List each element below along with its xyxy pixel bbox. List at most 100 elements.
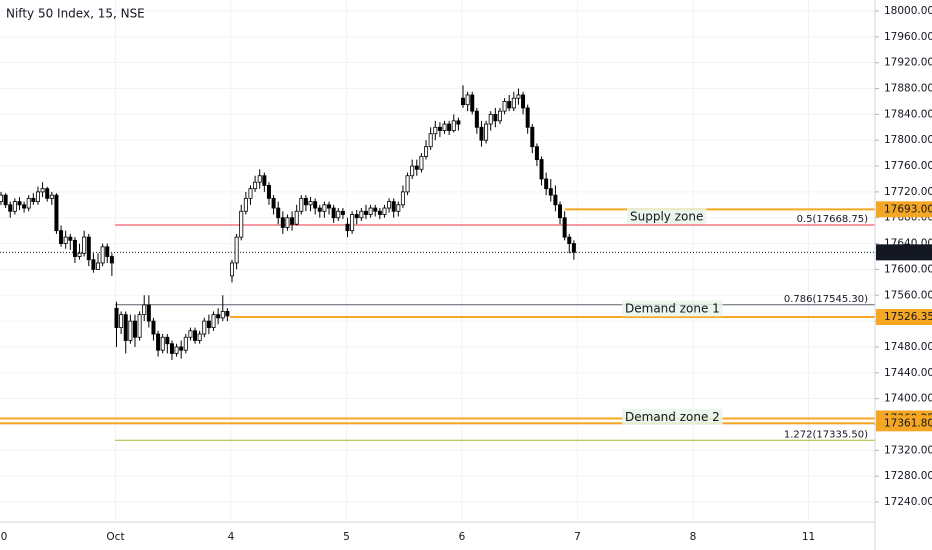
fib-label: 1.272(17335.50) xyxy=(784,429,868,440)
y-tick-label: 17840.00 xyxy=(884,108,932,120)
candle-body xyxy=(248,188,253,199)
candle-body xyxy=(451,120,456,131)
candle-body xyxy=(114,307,119,328)
candle-body xyxy=(363,210,368,215)
y-tick-label: 17600.00 xyxy=(884,263,932,275)
candle-body xyxy=(142,304,147,316)
y-tick-label: 17720.00 xyxy=(884,186,932,198)
candle-body xyxy=(428,133,433,148)
candle-body xyxy=(548,188,553,196)
candle-body xyxy=(488,113,493,125)
candle-body xyxy=(229,262,234,277)
candle-body xyxy=(105,246,110,257)
candle-body xyxy=(257,175,262,183)
candle-body xyxy=(262,175,267,186)
candle-body xyxy=(160,336,165,351)
candle-body xyxy=(327,204,332,209)
candle-body xyxy=(340,210,345,215)
candle-body xyxy=(82,236,87,254)
zone-label: Demand zone 1 xyxy=(625,301,720,315)
candle-body xyxy=(35,191,40,202)
y-tick-label: 18000.00 xyxy=(884,5,932,17)
candle-body xyxy=(183,336,188,351)
candle-body xyxy=(350,214,355,232)
candle-body xyxy=(266,185,271,199)
y-tick-label: 17760.00 xyxy=(884,160,932,172)
x-tick-label: 5 xyxy=(343,531,350,543)
candle-body xyxy=(165,336,170,345)
x-tick-label: 7 xyxy=(574,531,581,543)
candle-body xyxy=(137,314,142,338)
candle-body xyxy=(382,207,387,215)
candle-body xyxy=(322,204,327,212)
candle-body xyxy=(179,346,184,351)
price-badge-label: 17526.35 xyxy=(884,311,932,323)
candle-body xyxy=(456,120,461,125)
candle-body xyxy=(54,194,59,232)
candle-body xyxy=(419,155,424,170)
candle-body xyxy=(507,101,512,109)
candle-body xyxy=(59,230,64,244)
candle-body xyxy=(465,94,470,106)
candle-body xyxy=(414,165,419,170)
chart-title: Nifty 50 Index, 15, NSE xyxy=(6,7,145,21)
candle-body xyxy=(525,107,530,128)
candle-body xyxy=(26,197,31,209)
candle-body xyxy=(22,204,27,209)
candle-body xyxy=(8,204,13,212)
candle-body xyxy=(285,217,290,228)
candle-body xyxy=(299,197,304,212)
candle-body xyxy=(396,204,401,212)
candle-body xyxy=(368,207,373,215)
candle-body xyxy=(109,256,114,264)
candle-body xyxy=(156,333,161,351)
y-tick-label: 17440.00 xyxy=(884,367,932,379)
candle-body xyxy=(303,197,308,206)
candle-body xyxy=(146,304,151,322)
price-badge-label: 17693.00 xyxy=(884,203,932,215)
candle-body xyxy=(132,320,137,338)
candle-body xyxy=(225,311,230,317)
candle-body xyxy=(502,101,507,112)
candle-body xyxy=(511,97,516,109)
candle-body xyxy=(202,320,207,335)
candle-body xyxy=(539,159,544,180)
candle-body xyxy=(437,126,442,131)
price-badge xyxy=(876,415,932,432)
candle-body xyxy=(174,346,179,354)
price-badge xyxy=(876,309,932,326)
candle-body xyxy=(400,191,405,206)
candle-body xyxy=(544,178,549,190)
candle-body xyxy=(86,236,91,261)
candle-body xyxy=(571,243,576,253)
candle-body xyxy=(243,197,248,212)
candle-body xyxy=(123,314,128,341)
candle-body xyxy=(40,188,45,193)
candle-body xyxy=(424,146,429,157)
candle-body xyxy=(239,210,244,238)
candle-body xyxy=(562,217,567,238)
candle-body xyxy=(317,207,322,212)
candle-body xyxy=(68,236,73,241)
y-tick-label: 17320.00 xyxy=(884,444,932,456)
candle-body xyxy=(31,197,36,202)
candle-body xyxy=(377,210,382,215)
candle-body xyxy=(354,214,359,219)
y-tick-label: 17880.00 xyxy=(884,83,932,95)
candle-body xyxy=(91,259,96,270)
candle-body xyxy=(206,320,211,328)
candle-body xyxy=(359,210,364,219)
candle-body xyxy=(387,201,392,209)
fib-label: 0.5(17668.75) xyxy=(797,214,869,225)
candle-body xyxy=(3,194,8,206)
candle-body xyxy=(63,236,68,244)
y-tick-label: 17280.00 xyxy=(884,470,932,482)
candle-body xyxy=(197,333,202,341)
candle-body xyxy=(484,123,489,141)
candle-body xyxy=(470,94,475,112)
candle-body xyxy=(521,94,526,109)
candle-body xyxy=(280,217,285,228)
candle-body xyxy=(234,236,239,264)
y-tick-label: 17920.00 xyxy=(884,57,932,69)
candle-body xyxy=(77,252,82,257)
